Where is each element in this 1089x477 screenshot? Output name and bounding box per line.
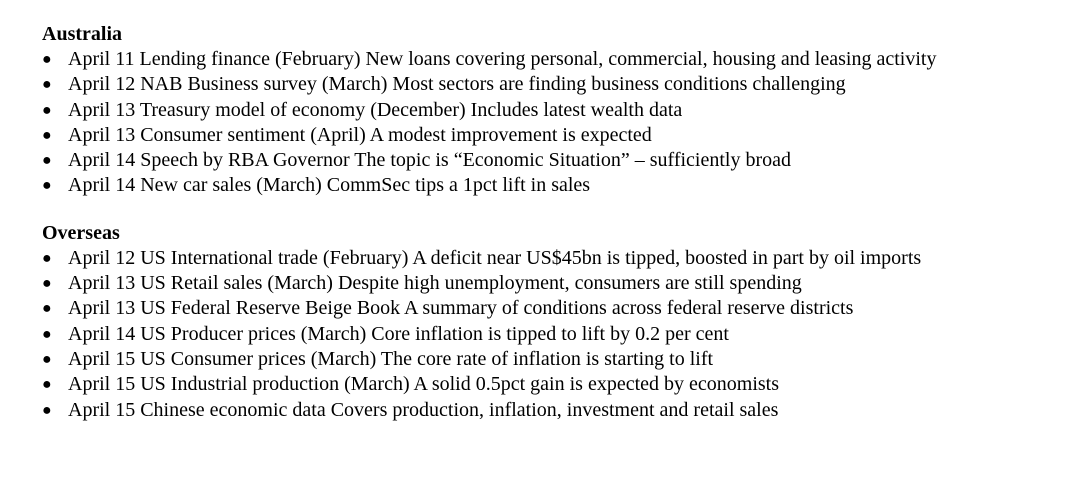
- list-item-text: April 13 Treasury model of economy (Dece…: [68, 98, 683, 121]
- bullet-icon: ●: [42, 249, 52, 267]
- bullet-icon: ●: [42, 101, 52, 119]
- list-item: ● April 13 US Retail sales (March) Despit…: [42, 271, 1082, 296]
- list-item: ● April 13 Consumer sentiment (April) A m…: [42, 123, 1082, 148]
- list-item-text: April 13 US Federal Reserve Beige Book A…: [68, 297, 854, 320]
- bullet-icon: ●: [42, 350, 52, 368]
- bullet-icon: ●: [42, 300, 52, 318]
- list-item-text: April 13 Consumer sentiment (April) A mo…: [68, 123, 652, 146]
- list-item: ● April 14 Speech by RBA Governor The top…: [42, 148, 1082, 173]
- bullet-icon: ●: [42, 376, 52, 394]
- australia-event-list: ● April 11 Lending finance (February) New…: [42, 47, 1082, 199]
- list-item: ● April 15 Chinese economic data Covers p…: [42, 398, 1082, 423]
- list-item-text: April 13 US Retail sales (March) Despite…: [68, 272, 802, 295]
- list-item: ● April 12 NAB Business survey (March) Mo…: [42, 72, 1082, 97]
- bullet-icon: ●: [42, 76, 52, 94]
- overseas-event-list: ● April 12 US International trade (Februa…: [42, 246, 1082, 423]
- bullet-icon: ●: [42, 51, 52, 68]
- list-item-text: April 12 NAB Business survey (March) Mos…: [68, 73, 846, 96]
- list-item-text: April 14 US Producer prices (March) Core…: [68, 322, 729, 345]
- bullet-icon: ●: [42, 177, 52, 195]
- section-spacer: [42, 199, 1082, 221]
- list-item: ● April 12 US International trade (Februa…: [42, 246, 1082, 271]
- list-item-text: April 15 Chinese economic data Covers pr…: [68, 398, 779, 421]
- list-item: ● April 11 Lending finance (February) New…: [42, 47, 1082, 72]
- list-item: ● April 13 Treasury model of economy (Dec…: [42, 98, 1082, 123]
- section-heading-overseas: Overseas: [42, 221, 120, 244]
- list-item-text: April 15 US Consumer prices (March) The …: [68, 347, 714, 370]
- bullet-icon: ●: [42, 275, 52, 293]
- list-item-text: April 11 Lending finance (February) New …: [68, 48, 937, 70]
- list-item-text: April 12 US International trade (Februar…: [68, 246, 922, 269]
- bullet-icon: ●: [42, 401, 52, 419]
- list-item-text: April 15 US Industrial production (March…: [68, 373, 779, 396]
- list-item: ● April 15 US Industrial production (Marc…: [42, 372, 1082, 397]
- list-item: ● April 13 US Federal Reserve Beige Book …: [42, 296, 1082, 321]
- list-item: ● April 15 US Consumer prices (March) The…: [42, 347, 1082, 372]
- document-page: Australia ● April 11 Lending finance (Feb…: [42, 22, 1082, 423]
- list-item-text: April 14 New car sales (March) CommSec t…: [68, 174, 591, 197]
- list-item-text: April 14 Speech by RBA Governor The topi…: [68, 149, 792, 172]
- section-heading-australia: Australia: [42, 23, 122, 45]
- bullet-icon: ●: [42, 152, 52, 170]
- bullet-icon: ●: [42, 325, 52, 343]
- list-item: ● April 14 US Producer prices (March) Cor…: [42, 322, 1082, 347]
- list-item: ● April 14 New car sales (March) CommSec …: [42, 173, 1082, 198]
- bullet-icon: ●: [42, 126, 52, 144]
